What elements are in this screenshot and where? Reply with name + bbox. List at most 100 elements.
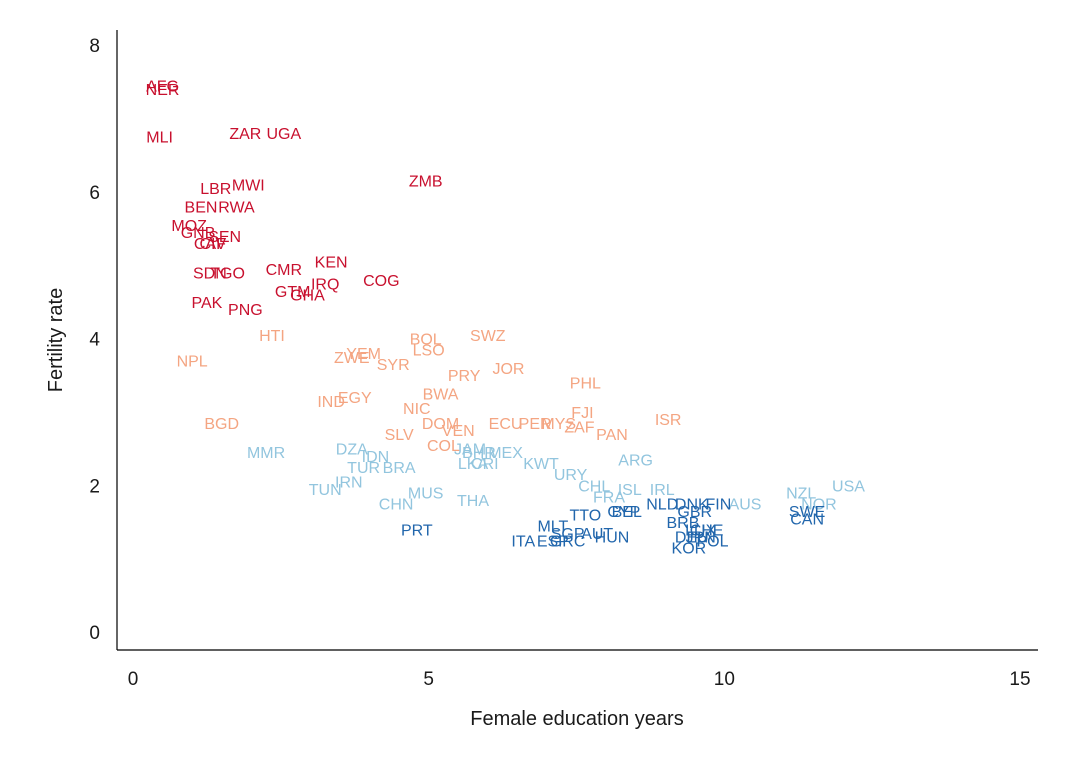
point-label-zmb: ZMB (409, 174, 443, 191)
point-label-bel: BEL (612, 504, 642, 521)
point-label-mex: MEX (488, 445, 523, 462)
point-label-isr: ISR (655, 412, 682, 429)
point-label-ind: IND (317, 394, 345, 411)
point-label-zar: ZAR (229, 126, 261, 143)
point-label-nzl: NZL (786, 486, 816, 503)
point-label-chl: CHL (578, 478, 610, 495)
point-label-gtm: GTM (275, 284, 311, 301)
point-label-deu: DEU (675, 530, 709, 547)
point-label-esp: ESP (537, 533, 569, 550)
point-label-jor: JOR (492, 361, 524, 378)
point-label-cmr: CMR (266, 262, 302, 279)
point-label-hti: HTI (259, 328, 285, 345)
point-label-prt: PRT (401, 522, 433, 539)
point-label-arg: ARG (618, 453, 653, 470)
point-label-idn: IDN (362, 449, 390, 466)
point-label-rwa: RWA (218, 199, 255, 216)
point-label-irl: IRL (650, 482, 675, 499)
point-label-civ: CIV (199, 236, 226, 253)
point-label-bra: BRA (383, 460, 416, 477)
point-label-tha: THA (457, 493, 489, 510)
point-label-ecu: ECU (489, 416, 523, 433)
point-label-swz: SWZ (470, 328, 506, 345)
point-label-nor: NOR (801, 497, 837, 514)
point-label-tun: TUN (309, 482, 342, 499)
point-label-afg: AFG (146, 78, 179, 95)
point-label-lux: LUX (685, 522, 716, 539)
y-tick-label: 2 (89, 476, 100, 497)
point-label-ury: URY (554, 467, 588, 484)
point-label-png: PNG (228, 302, 263, 319)
point-label-slv: SLV (385, 427, 414, 444)
point-label-brb: BRB (666, 515, 699, 532)
point-label-caf: CAF (194, 236, 226, 253)
point-label-mys: MYS (541, 416, 576, 433)
point-label-ven: VEN (442, 423, 475, 440)
point-label-lbr: LBR (200, 181, 231, 198)
point-label-egy: EGY (338, 390, 372, 407)
point-label-dom: DOM (422, 416, 459, 433)
x-tick-label: 0 (128, 669, 139, 690)
y-tick-label: 4 (89, 330, 100, 351)
point-label-che: CHE (690, 522, 724, 539)
x-tick-label: 10 (714, 669, 735, 690)
point-label-jam: JAM (454, 442, 486, 459)
point-label-sdn: SDN (193, 265, 227, 282)
point-label-pak: PAK (192, 295, 223, 312)
y-tick-labels: 0 2 4 6 8 (89, 36, 100, 644)
point-label-ita: ITA (511, 533, 535, 550)
y-axis-title: Fertility rate (45, 288, 67, 392)
point-label-bol: BOL (410, 332, 442, 349)
point-label-bwa: BWA (423, 387, 459, 404)
point-label-sen: SEN (208, 229, 241, 246)
point-label-tur: TUR (347, 460, 380, 477)
point-label-irn: IRN (335, 475, 363, 492)
point-label-irq: IRQ (311, 276, 339, 293)
point-label-ben: BEN (185, 199, 218, 216)
point-label-uga: UGA (266, 126, 301, 143)
point-label-aus: AUS (729, 497, 762, 514)
point-label-gnb: GNB (181, 225, 216, 242)
point-label-per: PER (519, 416, 552, 433)
point-label-bhr: BHR (462, 445, 496, 462)
point-label-sgp: SGP (551, 526, 585, 543)
point-label-jpn: JPN (686, 530, 716, 547)
point-label-hun: HUN (595, 530, 630, 547)
x-tick-label: 5 (423, 669, 434, 690)
point-label-fra: FRA (593, 489, 625, 506)
y-tick-label: 6 (89, 183, 100, 204)
point-label-pan: PAN (596, 427, 628, 444)
point-label-kor: KOR (672, 541, 707, 558)
point-label-mlt: MLT (537, 519, 568, 536)
point-label-cog: COG (363, 273, 399, 290)
y-tick-label: 8 (89, 36, 100, 57)
point-label-can: CAN (790, 511, 824, 528)
point-label-dnk: DNK (675, 497, 709, 514)
point-label-lso: LSO (413, 343, 445, 360)
point-label-dza: DZA (336, 442, 368, 459)
point-label-zwe: ZWE (334, 350, 370, 367)
point-label-lka: LKA (458, 456, 489, 473)
point-label-mmr: MMR (247, 445, 285, 462)
point-label-yem: YEM (346, 346, 381, 363)
point-label-pol: POL (696, 533, 728, 550)
point-label-mwi: MWI (232, 177, 265, 194)
x-tick-label: 15 (1009, 669, 1030, 690)
point-label-kwt: KWT (523, 456, 559, 473)
point-label-cri: CRI (471, 456, 499, 473)
point-label-cyp: CYP (607, 504, 640, 521)
x-tick-labels: 0 5 10 15 (128, 669, 1031, 690)
point-label-zaf: ZAF (564, 420, 594, 437)
point-label-pry: PRY (448, 368, 481, 385)
point-label-col: COL (427, 438, 460, 455)
point-label-moz: MOZ (171, 218, 207, 235)
point-label-usa: USA (832, 478, 865, 495)
point-label-npl: NPL (177, 354, 208, 371)
point-label-mli: MLI (146, 130, 173, 147)
point-label-syr: SYR (377, 357, 410, 374)
point-label-ken: KEN (315, 254, 348, 271)
point-label-chn: CHN (379, 497, 414, 514)
point-label-mus: MUS (408, 486, 444, 503)
